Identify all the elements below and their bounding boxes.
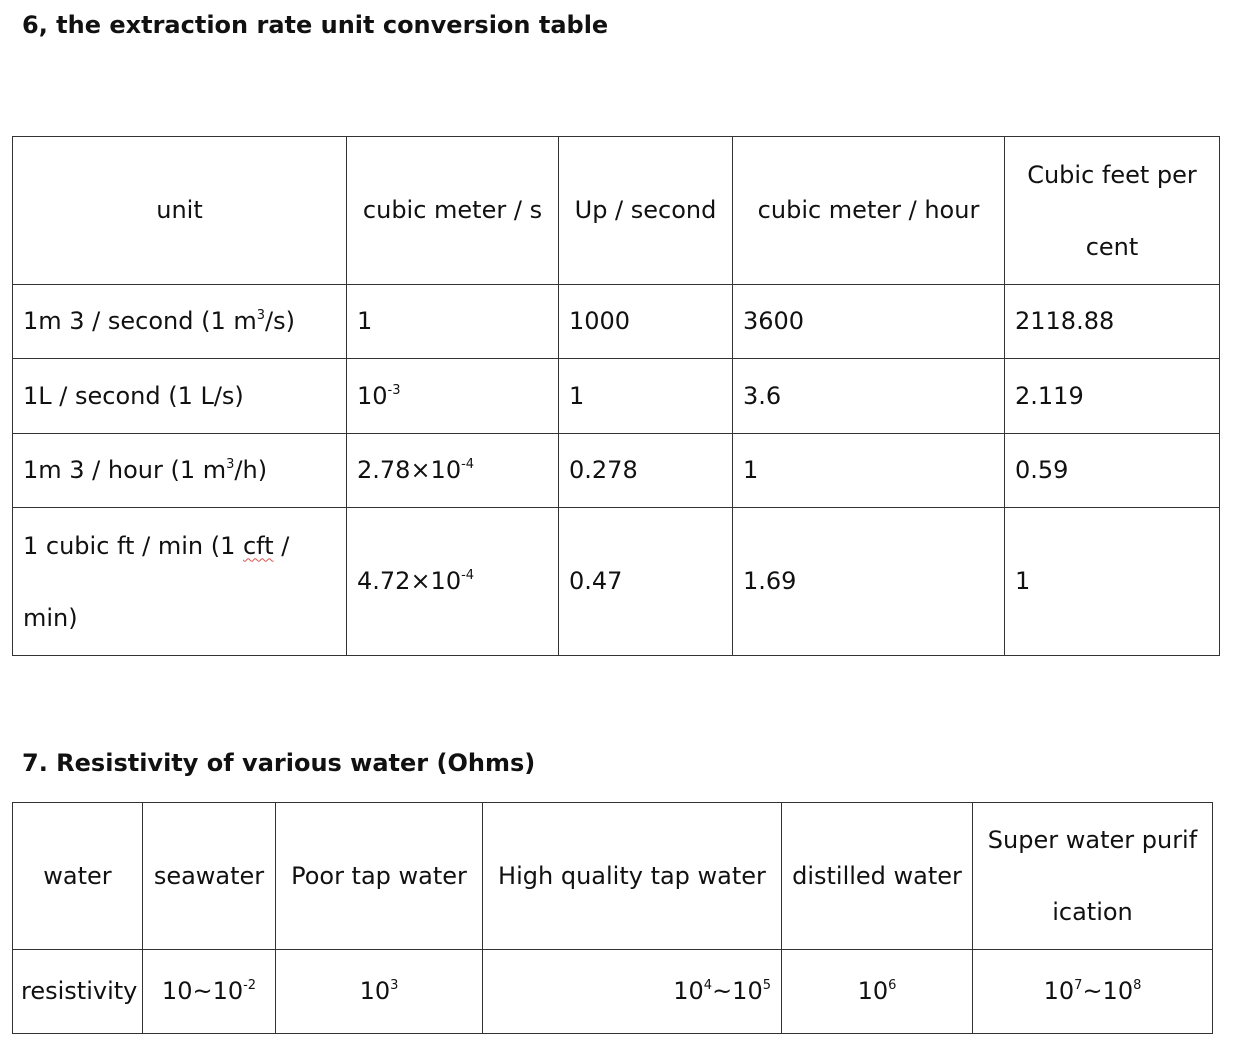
resistivity-table: water seawater Poor tap water High quali… — [12, 802, 1213, 1034]
spellcheck-word: cft — [242, 531, 274, 560]
header-water: water — [12, 802, 143, 950]
value-cell: 103 — [275, 949, 483, 1034]
header-cubic-meter-per-hour: cubic meter / hour — [732, 136, 1005, 285]
value-cell: 10-3 — [346, 358, 559, 434]
unit-cell: 1m 3 / second (1 m3/s) — [12, 284, 347, 359]
value-cell: 1 — [346, 284, 559, 359]
extraction-rate-table: unit cubic meter / s Up / second cubic m… — [12, 136, 1220, 656]
value-cell: 3.6 — [732, 358, 1005, 434]
value-cell: 2118.88 — [1004, 284, 1220, 359]
header-unit: unit — [12, 136, 347, 285]
table-header-row: unit cubic meter / s Up / second cubic m… — [12, 136, 1220, 285]
header-cubic-meter-per-second: cubic meter / s — [346, 136, 559, 285]
value-cell: 0.47 — [558, 507, 733, 656]
value-cell: 1 — [558, 358, 733, 434]
value-cell: 1 — [732, 433, 1005, 508]
header-distilled-water: distilled water — [781, 802, 973, 950]
table-row: 1m 3 / hour (1 m3/h) 2.78×10-4 0.278 1 0… — [12, 433, 1220, 508]
value-cell: 4.72×10-4 — [346, 507, 559, 656]
table-row: 1m 3 / second (1 m3/s) 1 1000 3600 2118.… — [12, 284, 1220, 359]
header-poor-tap-water: Poor tap water — [275, 802, 483, 950]
section-7-heading: 7. Resistivity of various water (Ohms) — [22, 749, 536, 777]
header-cubic-feet-per-minute: Cubic feet per cent — [1004, 136, 1220, 285]
unit-cell: 1 cubic ft / min (1 cft / min) — [12, 507, 347, 656]
unit-cell: 1L / second (1 L/s) — [12, 358, 347, 434]
value-cell: 0.278 — [558, 433, 733, 508]
resistivity-label: resistivity — [12, 949, 143, 1034]
value-cell: 1 — [1004, 507, 1220, 656]
value-cell: 3600 — [732, 284, 1005, 359]
value-cell: 104~105 — [482, 949, 782, 1034]
value-cell: 1000 — [558, 284, 733, 359]
header-super-water-purification: Super water purif ication — [972, 802, 1213, 950]
unit-cell: 1m 3 / hour (1 m3/h) — [12, 433, 347, 508]
section-6-heading: 6, the extraction rate unit conversion t… — [22, 11, 609, 39]
value-cell: 10~10-2 — [142, 949, 276, 1034]
header-seawater: seawater — [142, 802, 276, 950]
value-cell: 2.78×10-4 — [346, 433, 559, 508]
table-row: 1 cubic ft / min (1 cft / min) 4.72×10-4 … — [12, 507, 1220, 656]
value-cell: 2.119 — [1004, 358, 1220, 434]
value-cell: 1.69 — [732, 507, 1005, 656]
value-cell: 107~108 — [972, 949, 1213, 1034]
table-row: resistivity 10~10-2 103 104~105 106 107~… — [12, 949, 1213, 1034]
table-row: 1L / second (1 L/s) 10-3 1 3.6 2.119 — [12, 358, 1220, 434]
value-cell: 106 — [781, 949, 973, 1034]
table-header-row: water seawater Poor tap water High quali… — [12, 802, 1213, 950]
header-high-quality-tap-water: High quality tap water — [482, 802, 782, 950]
header-liters-per-second: Up / second — [558, 136, 733, 285]
value-cell: 0.59 — [1004, 433, 1220, 508]
